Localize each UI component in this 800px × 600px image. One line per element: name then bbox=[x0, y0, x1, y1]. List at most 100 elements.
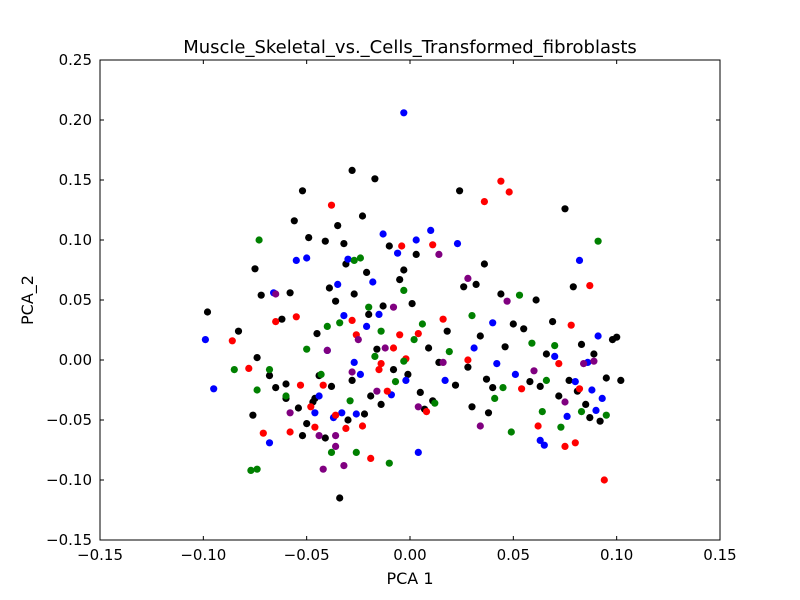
data-point bbox=[412, 250, 420, 258]
data-point bbox=[375, 310, 383, 318]
data-point bbox=[303, 254, 311, 262]
data-point bbox=[617, 376, 625, 384]
data-point bbox=[561, 398, 569, 406]
y-tick-label: 0.20 bbox=[59, 111, 92, 129]
data-point bbox=[577, 408, 586, 416]
y-tick-label: −0.15 bbox=[46, 531, 92, 549]
data-point bbox=[542, 350, 551, 358]
y-tick-label: 0.00 bbox=[59, 351, 92, 369]
data-point bbox=[286, 289, 294, 297]
plot-frame bbox=[99, 59, 721, 541]
data-point bbox=[365, 310, 373, 318]
data-point bbox=[247, 466, 255, 474]
data-point bbox=[346, 397, 354, 405]
data-point bbox=[340, 240, 348, 248]
data-point bbox=[600, 476, 608, 484]
data-point bbox=[358, 422, 367, 430]
data-point bbox=[590, 357, 598, 365]
data-point bbox=[422, 408, 431, 416]
data-point bbox=[468, 403, 476, 411]
x-axis-title: PCA 1 bbox=[386, 569, 433, 588]
data-point bbox=[538, 408, 546, 416]
data-point bbox=[377, 400, 385, 408]
data-point bbox=[253, 386, 261, 394]
data-point bbox=[410, 336, 418, 344]
data-point bbox=[414, 403, 422, 411]
data-point bbox=[371, 352, 379, 360]
data-point bbox=[286, 428, 294, 436]
data-point bbox=[350, 358, 358, 366]
data-point bbox=[336, 319, 344, 327]
data-point bbox=[389, 303, 398, 311]
data-point bbox=[518, 385, 526, 393]
data-point bbox=[396, 331, 404, 339]
data-point bbox=[414, 330, 422, 338]
data-point bbox=[313, 330, 321, 338]
data-point bbox=[375, 366, 383, 374]
data-point bbox=[476, 332, 484, 340]
data-point bbox=[265, 439, 274, 447]
data-point bbox=[602, 411, 610, 419]
data-point bbox=[472, 280, 480, 288]
data-point bbox=[311, 423, 319, 431]
data-point bbox=[363, 322, 371, 330]
data-point bbox=[400, 286, 408, 294]
data-point bbox=[598, 394, 606, 402]
data-point bbox=[319, 381, 327, 389]
data-point bbox=[555, 360, 563, 368]
data-point bbox=[286, 409, 294, 417]
data-point bbox=[497, 177, 505, 185]
data-point bbox=[315, 432, 323, 440]
data-point bbox=[354, 336, 362, 344]
data-point bbox=[489, 384, 497, 392]
data-point bbox=[315, 392, 323, 400]
data-point bbox=[327, 382, 336, 390]
data-point bbox=[551, 352, 559, 360]
data-point bbox=[499, 384, 507, 392]
data-point bbox=[456, 187, 464, 195]
data-point bbox=[530, 367, 538, 375]
data-point bbox=[373, 387, 381, 395]
data-point bbox=[344, 416, 352, 424]
data-point bbox=[323, 346, 331, 354]
data-point bbox=[588, 386, 596, 394]
data-point bbox=[255, 236, 263, 244]
data-point bbox=[383, 387, 391, 395]
data-point bbox=[571, 439, 579, 447]
data-point bbox=[356, 370, 364, 378]
chart-title: Muscle_Skeletal_vs._Cells_Transformed_fi… bbox=[183, 37, 637, 58]
data-point bbox=[515, 291, 524, 299]
data-point bbox=[379, 230, 387, 238]
data-point bbox=[468, 312, 476, 320]
data-point bbox=[507, 428, 515, 436]
data-point bbox=[338, 409, 346, 417]
data-point bbox=[565, 376, 573, 384]
data-point bbox=[404, 370, 412, 378]
data-point bbox=[580, 360, 588, 368]
data-point bbox=[201, 336, 209, 344]
data-point bbox=[325, 284, 333, 292]
data-point bbox=[253, 465, 261, 473]
data-point bbox=[484, 409, 493, 417]
data-point bbox=[501, 343, 509, 351]
data-point bbox=[292, 256, 300, 264]
data-point bbox=[367, 454, 375, 462]
data-point bbox=[389, 366, 398, 374]
data-point bbox=[594, 332, 602, 340]
data-point bbox=[259, 429, 267, 437]
data-point bbox=[294, 404, 302, 412]
data-point bbox=[334, 280, 342, 288]
data-point bbox=[569, 283, 577, 291]
x-tick-label: −0.15 bbox=[77, 546, 123, 564]
data-point bbox=[352, 448, 360, 456]
data-point bbox=[549, 318, 557, 326]
data-point bbox=[542, 376, 551, 384]
data-point bbox=[389, 344, 398, 352]
data-point bbox=[282, 392, 290, 400]
data-point bbox=[563, 412, 571, 420]
data-point bbox=[596, 417, 604, 425]
data-point bbox=[439, 358, 447, 366]
data-point bbox=[319, 465, 327, 473]
data-point bbox=[323, 322, 331, 330]
data-point bbox=[511, 370, 519, 378]
